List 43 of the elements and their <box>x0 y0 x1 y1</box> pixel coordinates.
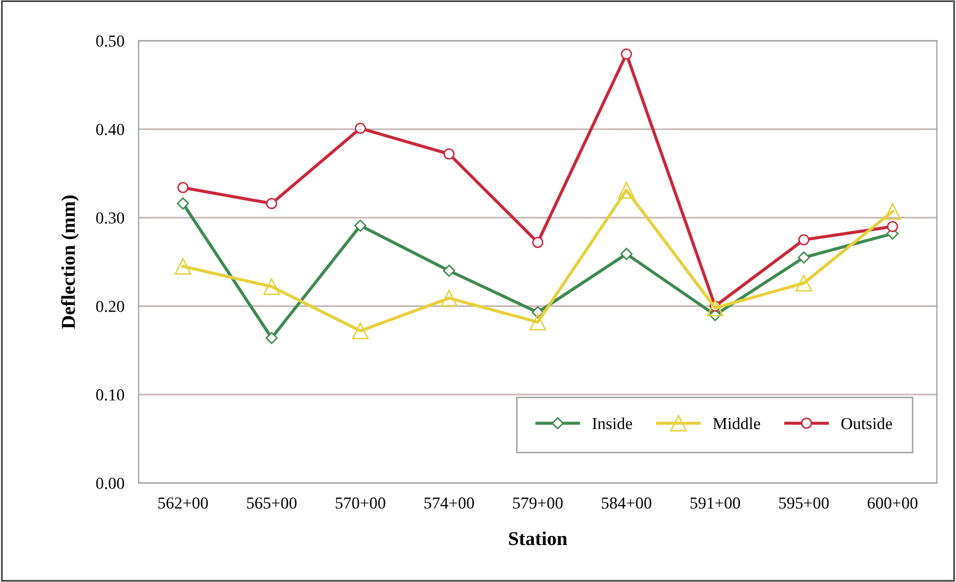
legend-label: Inside <box>592 417 632 430</box>
x-tick-label: 565+00 <box>247 497 297 509</box>
point <box>177 182 189 194</box>
point <box>886 220 898 232</box>
x-tick-label: 591+00 <box>690 497 740 509</box>
y-tick-label: 0.50 <box>96 35 124 47</box>
point <box>352 322 369 340</box>
point <box>620 48 632 60</box>
x-tick-label: 595+00 <box>779 497 829 509</box>
point <box>618 182 635 199</box>
x-tick-label: 562+00 <box>158 497 208 509</box>
point <box>620 248 633 260</box>
point <box>174 258 192 275</box>
point <box>354 220 366 232</box>
point <box>263 278 280 296</box>
point <box>706 300 724 316</box>
point <box>444 148 455 160</box>
x-tick-label: 574+00 <box>424 497 474 509</box>
y-tick-label: 0.10 <box>96 389 124 401</box>
point <box>529 314 546 330</box>
y-tick-label: 0.20 <box>96 300 124 312</box>
point <box>266 332 278 344</box>
point <box>798 234 810 246</box>
x-tick-label: 570+00 <box>336 497 386 509</box>
point <box>266 198 278 210</box>
point <box>532 236 544 248</box>
x-tick-label: 579+00 <box>513 497 563 509</box>
y-tick-label: 0.00 <box>96 478 124 490</box>
point <box>796 274 812 292</box>
legend-label: Outside <box>841 417 892 430</box>
legend-label: Middle <box>713 417 760 430</box>
y-tick-label: 0.40 <box>96 124 124 136</box>
point <box>354 122 366 134</box>
y-tick-label: 0.30 <box>96 212 124 224</box>
x-tick-label: 600+00 <box>868 497 918 509</box>
point <box>176 197 190 210</box>
x-axis-title: Station <box>509 532 568 546</box>
y-axis-title: Deflection (mm) <box>61 196 79 329</box>
point <box>440 290 458 307</box>
point <box>798 251 810 264</box>
point <box>884 203 901 220</box>
x-tick-label: 584+00 <box>602 497 652 509</box>
point <box>442 264 456 277</box>
